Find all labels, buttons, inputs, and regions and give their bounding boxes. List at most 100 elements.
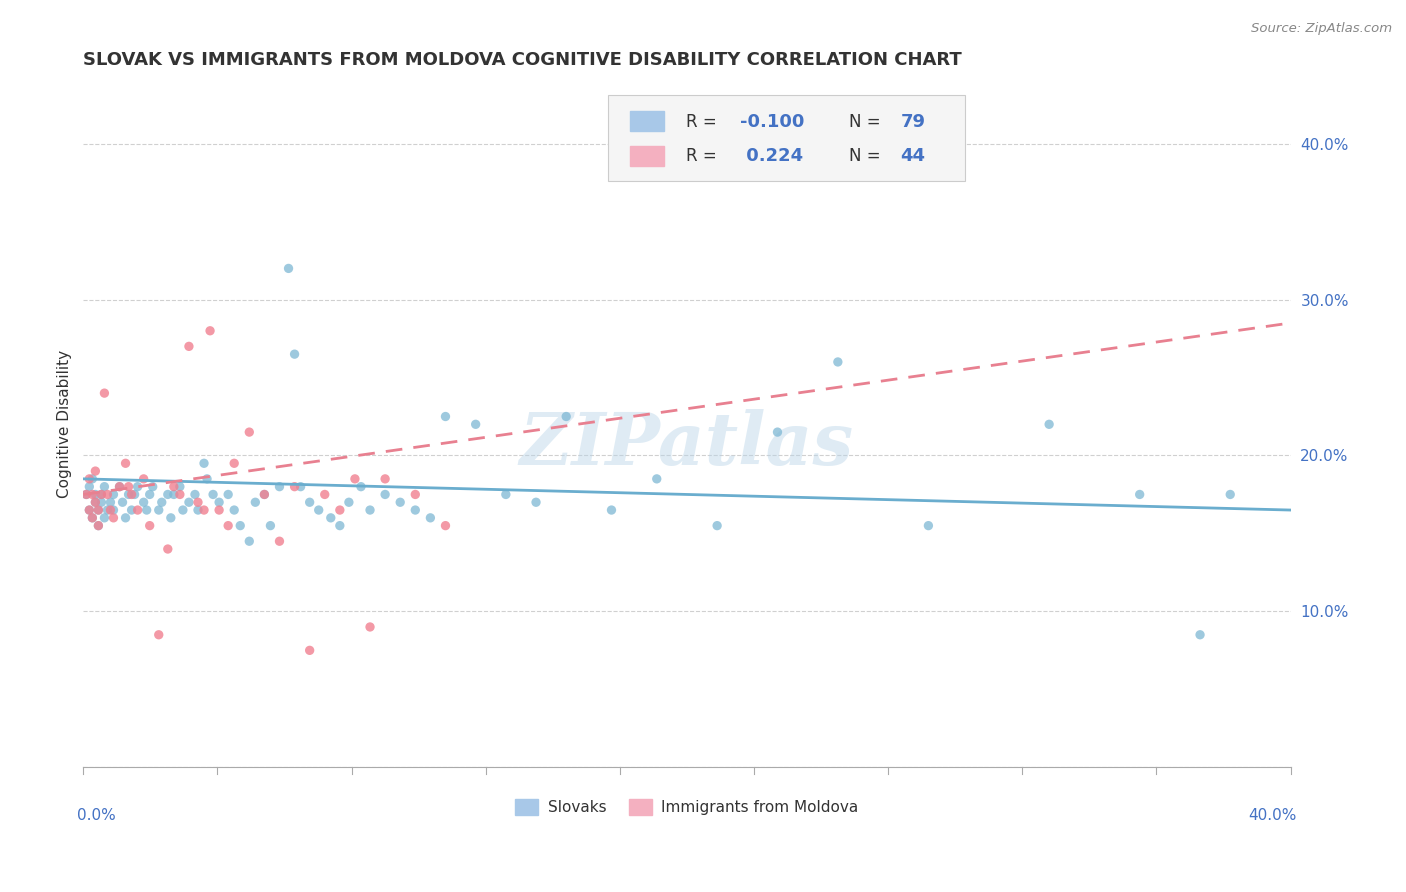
Point <box>163 487 186 501</box>
Point <box>172 503 194 517</box>
Point <box>434 518 457 533</box>
Point <box>156 487 179 501</box>
Point <box>290 480 312 494</box>
Point <box>121 503 143 517</box>
Point <box>350 480 373 494</box>
Text: R =: R = <box>686 147 721 165</box>
Point <box>224 456 246 470</box>
Point <box>127 480 149 494</box>
Point <box>90 487 112 501</box>
Point <box>208 495 231 509</box>
Point <box>1219 487 1241 501</box>
Point <box>96 503 118 517</box>
Point <box>93 511 115 525</box>
Point <box>600 503 623 517</box>
Point <box>217 487 239 501</box>
Point <box>84 487 107 501</box>
Point <box>82 511 104 525</box>
Point <box>298 643 321 657</box>
FancyBboxPatch shape <box>630 145 664 166</box>
Text: 44: 44 <box>901 147 925 165</box>
Point <box>374 487 396 501</box>
Text: 79: 79 <box>901 112 925 131</box>
Text: 0.0%: 0.0% <box>77 808 117 823</box>
Point <box>169 487 191 501</box>
Point <box>84 495 107 509</box>
Point <box>195 472 218 486</box>
Point <box>1189 628 1212 642</box>
Text: R =: R = <box>686 112 721 131</box>
Point <box>238 425 260 439</box>
Point <box>108 480 131 494</box>
Point <box>93 386 115 401</box>
Point <box>827 355 849 369</box>
Point <box>114 511 136 525</box>
Point <box>314 487 336 501</box>
Text: Source: ZipAtlas.com: Source: ZipAtlas.com <box>1251 22 1392 36</box>
FancyBboxPatch shape <box>630 112 664 131</box>
Point <box>177 339 200 353</box>
Point <box>79 480 101 494</box>
Point <box>138 487 160 501</box>
Text: 40.0%: 40.0% <box>1249 808 1296 823</box>
Point <box>103 503 125 517</box>
Point <box>87 503 110 517</box>
Point <box>359 620 381 634</box>
Point <box>269 480 291 494</box>
Point <box>198 324 221 338</box>
Point <box>284 480 307 494</box>
Text: ZIPatlas: ZIPatlas <box>520 409 853 481</box>
Point <box>404 503 426 517</box>
Point <box>253 487 276 501</box>
Point <box>111 495 134 509</box>
Point <box>84 464 107 478</box>
Point <box>238 534 260 549</box>
Point <box>269 534 291 549</box>
Point <box>90 495 112 509</box>
Point <box>156 541 179 556</box>
Point <box>84 495 107 509</box>
Point <box>90 487 112 501</box>
Point <box>117 487 139 501</box>
Point <box>187 503 209 517</box>
Point <box>132 472 155 486</box>
Point <box>193 456 215 470</box>
Point <box>319 511 342 525</box>
Text: 0.224: 0.224 <box>740 147 803 165</box>
Point <box>87 518 110 533</box>
Point <box>308 503 330 517</box>
Text: -0.100: -0.100 <box>740 112 804 131</box>
Point <box>329 503 352 517</box>
Point <box>1129 487 1152 501</box>
Point <box>117 480 139 494</box>
Point <box>217 518 239 533</box>
Point <box>79 472 101 486</box>
Point <box>138 518 160 533</box>
Point <box>87 503 110 517</box>
Point <box>245 495 267 509</box>
Point <box>1038 417 1060 432</box>
Point <box>766 425 789 439</box>
Point <box>100 495 122 509</box>
Point <box>706 518 728 533</box>
Point <box>103 487 125 501</box>
Point <box>917 518 939 533</box>
Point <box>374 472 396 486</box>
Point <box>124 487 146 501</box>
Point <box>163 480 186 494</box>
Point <box>229 518 252 533</box>
Point <box>159 511 181 525</box>
Point <box>96 487 118 501</box>
Point <box>224 503 246 517</box>
Point <box>202 487 225 501</box>
Text: SLOVAK VS IMMIGRANTS FROM MOLDOVA COGNITIVE DISABILITY CORRELATION CHART: SLOVAK VS IMMIGRANTS FROM MOLDOVA COGNIT… <box>83 51 962 69</box>
Point <box>259 518 281 533</box>
Point <box>253 487 276 501</box>
Point <box>277 261 299 276</box>
Point <box>284 347 307 361</box>
Point <box>108 480 131 494</box>
Point <box>555 409 578 424</box>
Point <box>169 480 191 494</box>
Point <box>177 495 200 509</box>
Point <box>329 518 352 533</box>
